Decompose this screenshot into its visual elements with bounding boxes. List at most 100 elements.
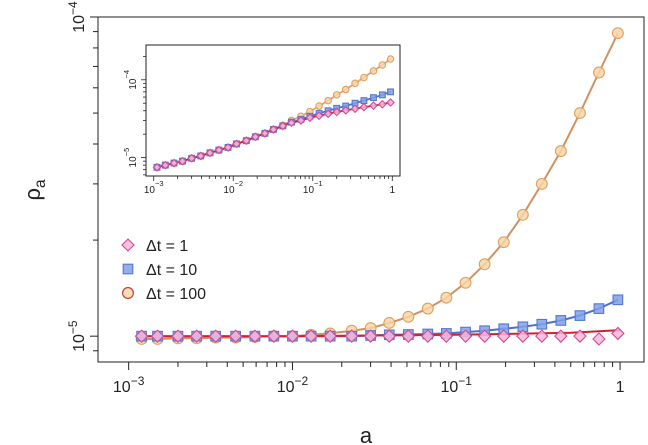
data-point — [189, 329, 204, 343]
data-point — [150, 329, 165, 343]
inset-x-tick-label: 10−3 — [144, 179, 164, 196]
fit-curve — [141, 298, 619, 338]
data-point — [573, 107, 586, 120]
inset-y-tick-label: 10−4 — [122, 70, 139, 90]
data-point — [171, 329, 185, 343]
data-point — [420, 329, 435, 343]
data-point — [439, 329, 454, 343]
data-point — [516, 208, 529, 221]
inset-plot: 10−3 10−2 10−1 1 10−5 10−4 — [122, 44, 401, 196]
x-tick-label: 1 — [616, 379, 625, 396]
x-tick-label: 10−2 — [277, 374, 309, 396]
y-tick-label: 10−4 — [66, 1, 88, 33]
inset-data-point — [214, 145, 224, 155]
data-point — [304, 329, 318, 343]
data-point — [592, 332, 606, 346]
data-point — [323, 329, 337, 343]
legend-label: Δt = 1 — [146, 238, 188, 255]
data-point — [440, 291, 453, 304]
inset-data-point — [314, 111, 324, 121]
data-point — [383, 317, 396, 329]
inset-data-point — [341, 105, 351, 115]
inset-data-point — [223, 143, 233, 152]
inset-data-point — [370, 94, 377, 102]
data-point — [574, 310, 586, 321]
inset-data-point — [260, 128, 270, 138]
inset-data-point — [296, 116, 306, 125]
x-axis-label: a — [360, 423, 373, 445]
inset-data-point — [377, 99, 387, 109]
legend-marker — [122, 263, 134, 275]
y-tick-label: 10−5 — [66, 320, 88, 352]
data-point — [611, 326, 625, 341]
legend-label: Δt = 100 — [146, 286, 206, 303]
inset-data-point — [232, 139, 241, 149]
legend-marker — [122, 287, 134, 299]
inset-data-point — [324, 96, 332, 105]
y-axis-label: ρa — [20, 179, 49, 201]
data-point — [554, 329, 568, 343]
legend-marker — [121, 238, 135, 252]
data-point — [382, 329, 397, 343]
inset-data-point — [378, 91, 386, 99]
inset-x-tick-label: 10−2 — [223, 179, 243, 196]
data-point — [421, 302, 434, 315]
data-point — [208, 329, 223, 343]
data-point — [593, 303, 605, 314]
inset-data-point — [315, 102, 323, 110]
x-tick-label: 10−1 — [441, 374, 473, 396]
inset-data-point — [152, 162, 162, 172]
inset-data-point — [369, 101, 378, 111]
data-point — [592, 66, 605, 79]
data-point — [134, 329, 149, 343]
data-point — [478, 258, 491, 271]
inset-frame — [145, 44, 401, 177]
inset-data-point — [241, 136, 251, 146]
data-point — [497, 236, 510, 249]
inset-data-point — [369, 67, 378, 75]
data-point — [267, 329, 281, 343]
data-point — [535, 177, 548, 190]
inset-data-point — [351, 79, 359, 88]
inset-data-point — [360, 73, 368, 82]
data-point — [228, 329, 243, 343]
data-point — [458, 329, 473, 343]
inset-data-point — [187, 153, 197, 163]
data-point — [536, 318, 548, 330]
data-point — [555, 315, 567, 326]
inset-data-point — [178, 156, 187, 166]
data-point — [402, 310, 415, 323]
main-plot: 10−3 10−2 10−1 1 10−5 10−4 a ρa Δt = 1 Δt = 10 Δt … — [20, 1, 645, 445]
inset-data-point — [386, 55, 395, 63]
inset-data-point — [160, 160, 170, 170]
data-point — [477, 329, 492, 343]
inset-data-point — [332, 91, 341, 99]
data-point — [285, 329, 300, 343]
data-point — [344, 329, 359, 343]
inset-data-point — [350, 104, 360, 114]
inset-x-tick-label: 1 — [390, 185, 396, 196]
inset-data-point — [169, 158, 179, 168]
data-point — [612, 294, 624, 306]
data-point — [459, 276, 472, 289]
inset-data-point — [269, 125, 278, 134]
data-point — [611, 27, 624, 40]
inset-data-point — [386, 98, 395, 107]
inset-data-point — [341, 85, 350, 94]
inset-data-point — [360, 97, 368, 105]
inset-data-point — [196, 151, 206, 161]
data-point — [554, 145, 567, 158]
x-tick-label: 10−3 — [113, 374, 145, 396]
legend-label: Δt = 10 — [146, 262, 197, 279]
inset-data-point — [287, 118, 296, 128]
inset-data-point — [323, 109, 333, 119]
data-point — [248, 329, 262, 343]
inset-x-tick-label: 10−1 — [303, 179, 323, 196]
inset-data-point — [251, 132, 260, 142]
data-point — [496, 329, 511, 343]
inset-data-point — [359, 102, 369, 112]
inset-y-tick-label: 10−5 — [122, 148, 139, 168]
inset-data-point — [205, 148, 215, 158]
inset-data-point — [278, 121, 288, 131]
